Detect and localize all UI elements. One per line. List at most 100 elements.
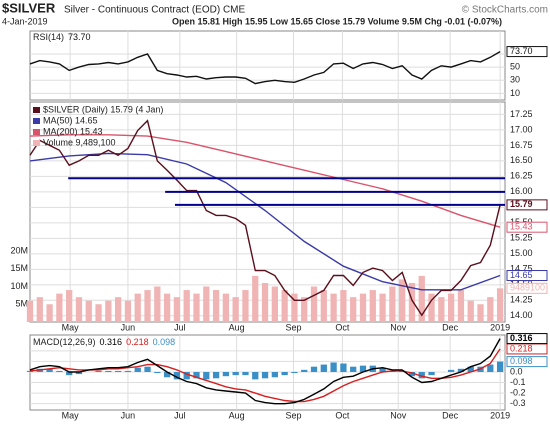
value-box	[506, 270, 548, 282]
x-tick-label: Dec	[442, 322, 459, 332]
legend-label: MA(50) 14.65	[43, 115, 98, 125]
bar	[193, 371, 200, 379]
bar	[310, 366, 318, 372]
panel-label-value: 0.316	[100, 337, 123, 347]
series-line	[29, 338, 501, 405]
y-tick-label: 15.00	[510, 248, 533, 258]
subtitle: Silver - Continuous Contract (EOD) CME	[64, 5, 245, 16]
x-tick-label: Jun	[121, 410, 136, 420]
legend-swatch	[33, 129, 40, 135]
x-tick-label: Oct	[335, 410, 350, 420]
x-tick-label: Jun	[121, 322, 136, 332]
bar	[399, 279, 406, 322]
bar	[340, 363, 347, 372]
bar	[85, 300, 92, 322]
legend-swatch	[33, 107, 40, 113]
y-tick-label: 16.00	[510, 186, 533, 196]
bar	[242, 290, 249, 322]
source: © StockCharts.com	[462, 5, 548, 16]
legend-swatch	[33, 118, 40, 124]
legend-label: $SILVER (Daily) 15.79 (4 Jan)	[43, 104, 163, 114]
series-line	[29, 134, 501, 228]
bar	[154, 371, 161, 374]
bar	[124, 370, 132, 372]
bar	[154, 286, 161, 322]
bar	[183, 371, 190, 380]
bar	[56, 370, 63, 372]
x-tick-label: 2019	[490, 410, 510, 420]
bar	[163, 293, 171, 322]
bar	[46, 368, 53, 372]
y-tick-label: 14.00	[510, 310, 533, 320]
bar	[203, 371, 210, 380]
series-line	[29, 152, 501, 291]
bar	[232, 371, 239, 376]
bar	[134, 367, 141, 372]
x-tick-label: Sep	[285, 410, 301, 420]
y-tick-label: 16.25	[510, 171, 533, 181]
bar	[242, 371, 249, 376]
y-tick-label: 14.25	[510, 295, 533, 305]
bar	[66, 290, 73, 322]
value-box	[506, 356, 548, 368]
x-tick-label: Dec	[442, 410, 459, 420]
value-label: 15.43	[510, 222, 533, 232]
bar	[291, 293, 298, 322]
y2-tick-label: 10M	[10, 281, 28, 291]
panel-label-value: 0.218	[126, 337, 149, 347]
bar	[261, 371, 269, 379]
y2-tick-label: 15M	[10, 263, 28, 273]
x-tick-label: May	[62, 410, 80, 420]
bar	[271, 286, 278, 322]
bar	[26, 370, 34, 372]
panel-label-name: RSI(14)	[33, 32, 64, 42]
legend-label: MA(200) 15.43	[43, 126, 103, 136]
value-label: 0.316	[510, 333, 533, 343]
bar	[222, 371, 230, 377]
y-tick-label: 15.25	[510, 233, 533, 243]
bar	[448, 293, 455, 322]
bar	[281, 290, 288, 322]
y-tick-label: 17.00	[510, 124, 533, 134]
y-tick-label: 30	[510, 75, 520, 85]
bar	[212, 290, 220, 322]
x-tick-label: Nov	[390, 410, 407, 420]
bar	[124, 300, 132, 322]
series-line	[29, 119, 501, 317]
bar	[134, 293, 141, 322]
bar	[95, 370, 102, 372]
value-label: 14.65	[510, 270, 533, 280]
bar	[173, 297, 181, 322]
x-tick-label: Jul	[174, 410, 186, 420]
y-tick-label: 17.25	[510, 109, 533, 119]
bar	[26, 300, 34, 322]
bar	[222, 293, 230, 322]
bar	[36, 297, 43, 322]
series-line	[29, 348, 501, 403]
bar	[496, 288, 504, 322]
bar	[212, 371, 220, 379]
bar	[330, 362, 337, 372]
bar	[46, 304, 53, 322]
x-tick-label: Oct	[335, 322, 350, 332]
value-box	[506, 333, 548, 345]
value-box	[506, 221, 548, 233]
series-line	[29, 50, 501, 85]
bar	[428, 293, 435, 322]
y-tick-label: 10	[510, 88, 520, 98]
bar	[203, 286, 210, 322]
panel-label: MACD(12,26,9) 0.316 0.218 0.098	[33, 337, 175, 347]
bar	[487, 364, 494, 372]
bar	[193, 293, 200, 322]
bar	[56, 293, 63, 322]
bar	[457, 290, 465, 322]
bar	[350, 297, 357, 322]
bar	[320, 364, 327, 372]
value-box	[506, 282, 548, 294]
value-label: 73.70	[510, 46, 533, 56]
bar	[350, 366, 357, 372]
panel-label-value: 0.098	[153, 337, 176, 347]
y-tick-label: -0.2	[510, 387, 526, 397]
bar	[144, 290, 151, 322]
